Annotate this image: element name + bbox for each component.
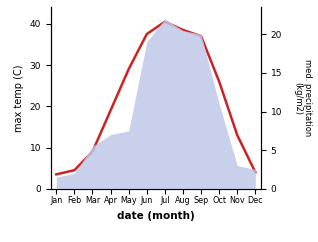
- Y-axis label: max temp (C): max temp (C): [14, 64, 24, 132]
- X-axis label: date (month): date (month): [117, 211, 195, 221]
- Y-axis label: med. precipitation
(kg/m2): med. precipitation (kg/m2): [293, 59, 313, 137]
